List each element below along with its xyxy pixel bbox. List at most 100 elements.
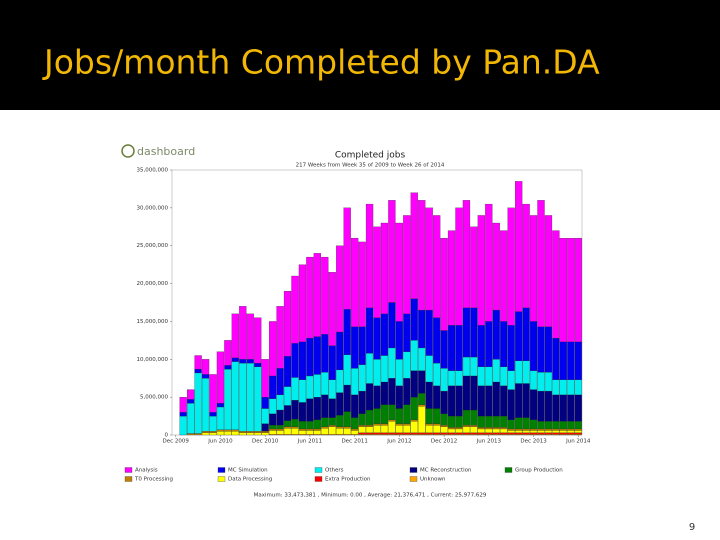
bar-segment	[559, 394, 567, 422]
bar-segment	[500, 415, 508, 428]
bar-segment	[544, 215, 553, 327]
bar-segment	[552, 337, 560, 380]
bar-segment	[529, 430, 538, 433]
bar-segment	[567, 428, 575, 431]
bar-segment	[440, 368, 448, 392]
bar-segment	[209, 415, 217, 432]
bar-segment	[343, 426, 351, 429]
bar-segment	[515, 311, 523, 361]
bar-segment	[321, 417, 329, 427]
legend-label: MC Reconstruction	[420, 468, 472, 474]
legend-swatch	[409, 476, 418, 482]
bar-segment	[269, 428, 277, 431]
bar-segment	[410, 397, 418, 420]
bar-segment	[485, 415, 493, 428]
bar-segment	[559, 238, 567, 342]
bar-segment	[515, 430, 523, 433]
legend-swatch	[124, 476, 133, 482]
bar-segment	[365, 409, 374, 426]
bar-segment	[224, 431, 232, 436]
bar-segment	[470, 426, 478, 433]
bar-segment	[380, 432, 389, 435]
legend-label: Unknown	[420, 477, 446, 483]
bar-segment	[209, 374, 217, 413]
bar-segment	[544, 432, 553, 435]
bar-segment	[373, 226, 381, 318]
bar-segment	[507, 428, 515, 431]
logo-icon	[121, 144, 135, 158]
bar-segment	[209, 431, 217, 433]
bar-segment	[395, 423, 403, 426]
bar-segment	[559, 432, 567, 435]
bar-segment	[313, 419, 321, 430]
bar-segment	[187, 403, 195, 434]
bar-segment	[321, 426, 329, 429]
bar-segment	[433, 423, 441, 426]
bar-segment	[574, 428, 582, 431]
bar-segment	[529, 389, 538, 420]
bar-segment	[298, 421, 307, 430]
bar-segment	[515, 432, 523, 435]
bar-segment	[365, 383, 374, 411]
bar-segment	[455, 325, 463, 371]
bar-segment	[425, 408, 433, 424]
legend-swatch	[217, 476, 226, 482]
bar-segment	[537, 421, 545, 430]
bar-segment	[507, 370, 515, 390]
bar-segment	[537, 432, 545, 435]
bar-segment	[395, 359, 403, 386]
bar-segment	[544, 326, 553, 373]
bar-segment	[388, 432, 396, 435]
bar-segment	[194, 369, 202, 374]
bar-segment	[440, 390, 448, 414]
bar-segment	[298, 379, 307, 403]
bar-segment	[313, 428, 321, 431]
bar-segment	[373, 385, 381, 409]
bar-segment	[574, 379, 582, 395]
bar-segment	[343, 207, 351, 310]
legend-label: Others	[325, 468, 344, 474]
bar-segment	[351, 428, 359, 431]
bar-segment	[515, 360, 523, 384]
bar-segment	[328, 398, 336, 418]
bar-segment	[231, 313, 239, 358]
bar-segment	[567, 341, 575, 380]
bar-segment	[276, 425, 284, 430]
bar-segment	[492, 428, 500, 433]
bar-segment	[373, 317, 381, 360]
bar-segment	[567, 421, 575, 430]
bar-segment	[321, 256, 329, 335]
bar-segment	[246, 431, 254, 433]
bar-segment	[500, 432, 508, 435]
bar-segment	[351, 368, 359, 395]
bar-segment	[403, 425, 411, 433]
bar-segment	[470, 409, 478, 426]
header-band	[0, 0, 720, 110]
bar-segment	[239, 306, 247, 360]
bar-segment	[477, 215, 485, 326]
bar-segment	[351, 417, 359, 430]
bar-segment	[567, 379, 575, 395]
bar-segment	[254, 366, 262, 432]
bar-segment	[552, 379, 560, 395]
bar-segment	[455, 428, 463, 433]
bar-segment	[440, 413, 448, 426]
bar-segment	[343, 309, 351, 355]
bar-segment	[388, 378, 396, 405]
x-tick-label: Dec 2010	[252, 439, 279, 445]
bar-segment	[522, 417, 530, 430]
bar-segment	[552, 430, 560, 433]
bar-segment	[410, 192, 418, 299]
bar-segment	[425, 381, 433, 409]
bar-segment	[231, 429, 239, 432]
bar-segment	[365, 432, 374, 435]
legend-swatch	[217, 467, 226, 473]
bar-segment	[537, 430, 545, 433]
y-tick-label: 35,000,000	[137, 168, 169, 174]
bar-segment	[433, 362, 441, 386]
bar-segment	[470, 375, 478, 411]
bar-segment	[239, 359, 247, 364]
bar-segment	[261, 359, 269, 398]
bar-segment	[544, 372, 553, 392]
bar-segment	[418, 404, 426, 407]
